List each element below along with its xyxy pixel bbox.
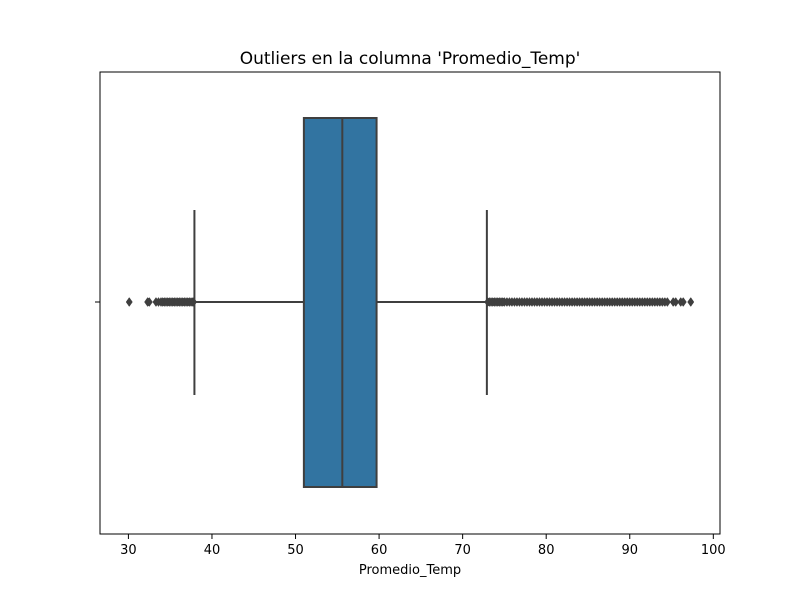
- x-tick-label: 90: [621, 543, 638, 558]
- x-tick-label: 50: [287, 543, 304, 558]
- box-layer: [193, 117, 488, 488]
- chart-title: Outliers en la columna 'Promedio_Temp': [240, 49, 581, 69]
- x-tick-label: 100: [701, 543, 726, 558]
- outlier-point-high: [687, 297, 695, 307]
- x-tick-label: 40: [204, 543, 221, 558]
- outlier-point-high: [679, 297, 687, 307]
- outliers-layer: [125, 297, 695, 307]
- x-tick-label: 80: [538, 543, 555, 558]
- x-tick-label: 70: [454, 543, 471, 558]
- x-axis-label: Promedio_Temp: [359, 563, 461, 578]
- x-tick-label: 30: [120, 543, 137, 558]
- outlier-point-high: [672, 297, 680, 307]
- x-axis: 30 40 50 60 70 80 90 100: [120, 534, 726, 558]
- iqr-box: [302, 117, 378, 488]
- outlier-point-low: [125, 297, 133, 307]
- outlier-point-high: [663, 297, 671, 307]
- x-tick-label: 60: [371, 543, 388, 558]
- outlier-point-low: [145, 297, 153, 307]
